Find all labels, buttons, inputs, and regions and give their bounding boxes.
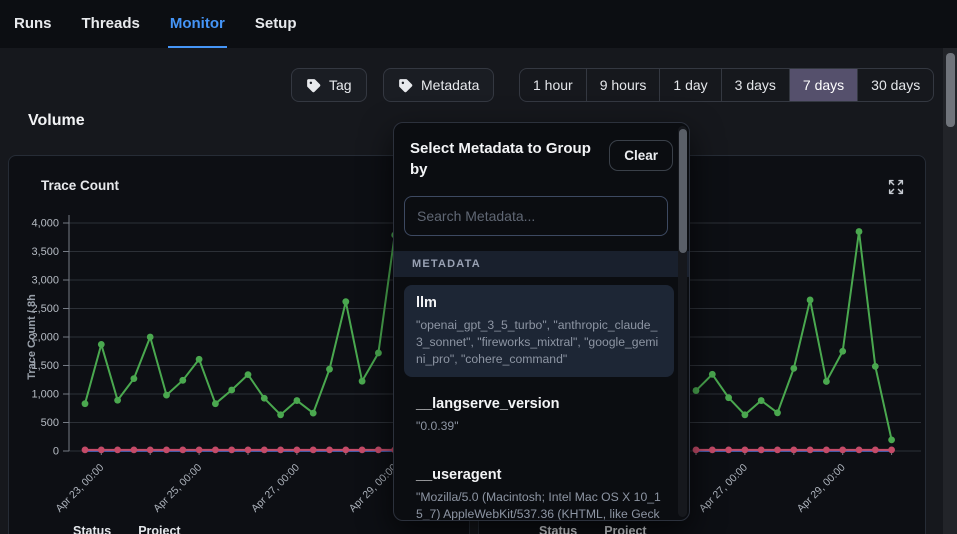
- svg-text:1,000: 1,000: [31, 389, 59, 401]
- trace-count-title: Trace Count: [41, 178, 119, 193]
- clear-button[interactable]: Clear: [609, 140, 673, 171]
- svg-text:Apr 29, 00:00: Apr 29, 00:00: [795, 462, 848, 515]
- volume-section-title: Volume: [28, 112, 85, 130]
- top-nav: Runs Threads Monitor Setup: [0, 0, 957, 48]
- time-range-7-days[interactable]: 7 days: [789, 69, 857, 101]
- svg-text:0: 0: [53, 446, 59, 458]
- metadata-list: llm "openai_gpt_3_5_turbo", "anthropic_c…: [394, 277, 689, 521]
- time-range-9-hours[interactable]: 9 hours: [586, 69, 660, 101]
- metadata-key: __langserve_version: [416, 396, 662, 412]
- popover-header: Select Metadata to Group by Clear: [394, 123, 689, 186]
- tag-icon: [398, 78, 413, 93]
- metadata-group-popover: Select Metadata to Group by Clear METADA…: [393, 122, 690, 521]
- window-scrollbar-thumb[interactable]: [946, 53, 955, 127]
- legend-project-label: Project: [138, 524, 180, 534]
- metadata-item-langserve-version[interactable]: __langserve_version "0.0.39": [404, 386, 674, 445]
- time-range-1-day[interactable]: 1 day: [659, 69, 720, 101]
- time-range-30-days[interactable]: 30 days: [857, 69, 933, 101]
- tag-icon: [306, 78, 321, 93]
- chart-legend: Status Project: [539, 524, 647, 534]
- metadata-key: __useragent: [416, 467, 662, 483]
- tab-setup[interactable]: Setup: [253, 0, 299, 48]
- metadata-values: "Mozilla/5.0 (Macintosh; Intel Mac OS X …: [416, 489, 662, 521]
- svg-text:3,000: 3,000: [31, 275, 59, 287]
- svg-text:Trace Count / 8h: Trace Count / 8h: [26, 294, 38, 380]
- tab-threads[interactable]: Threads: [80, 0, 142, 48]
- metadata-filter-button[interactable]: Metadata: [383, 68, 494, 102]
- metadata-button-label: Metadata: [421, 77, 479, 93]
- legend-status-label: Status: [73, 524, 111, 534]
- tag-filter-button[interactable]: Tag: [291, 68, 367, 102]
- svg-text:3,500: 3,500: [31, 246, 59, 258]
- metadata-values: "openai_gpt_3_5_turbo", "anthropic_claud…: [416, 317, 662, 367]
- expand-chart-button[interactable]: [885, 176, 907, 198]
- popover-scrollbar-thumb[interactable]: [679, 129, 687, 253]
- search-metadata-input[interactable]: [404, 196, 668, 236]
- popover-title: Select Metadata to Group by: [410, 138, 610, 180]
- time-range-1-hour[interactable]: 1 hour: [520, 69, 586, 101]
- tag-button-label: Tag: [329, 77, 352, 93]
- expand-icon: [886, 177, 906, 197]
- legend-status-label: Status: [539, 524, 577, 534]
- svg-text:Apr 23, 00:00: Apr 23, 00:00: [53, 462, 106, 515]
- tab-runs[interactable]: Runs: [12, 0, 54, 48]
- svg-text:500: 500: [41, 417, 59, 429]
- metadata-key: llm: [416, 295, 662, 311]
- metadata-section-header: METADATA: [394, 251, 689, 277]
- chart-legend: Status Project: [73, 524, 181, 534]
- metadata-item-useragent[interactable]: __useragent "Mozilla/5.0 (Macintosh; Int…: [404, 457, 674, 521]
- window-scrollbar[interactable]: [943, 48, 957, 534]
- svg-text:Apr 25, 00:00: Apr 25, 00:00: [151, 462, 204, 515]
- monitor-page: Runs Threads Monitor Setup Tag Metadata …: [0, 0, 957, 534]
- legend-project-label: Project: [604, 524, 646, 534]
- time-range-3-days[interactable]: 3 days: [721, 69, 789, 101]
- svg-text:Apr 27, 00:00: Apr 27, 00:00: [697, 462, 750, 515]
- popover-scrollbar[interactable]: [678, 126, 687, 517]
- svg-text:4,000: 4,000: [31, 218, 59, 230]
- metadata-values: "0.0.39": [416, 418, 662, 435]
- svg-text:Apr 27, 00:00: Apr 27, 00:00: [249, 462, 302, 515]
- tab-monitor[interactable]: Monitor: [168, 0, 227, 48]
- time-range-selector: 1 hour 9 hours 1 day 3 days 7 days 30 da…: [519, 68, 934, 102]
- svg-text:Apr 29, 00:00: Apr 29, 00:00: [347, 462, 400, 515]
- metadata-item-llm[interactable]: llm "openai_gpt_3_5_turbo", "anthropic_c…: [404, 285, 674, 377]
